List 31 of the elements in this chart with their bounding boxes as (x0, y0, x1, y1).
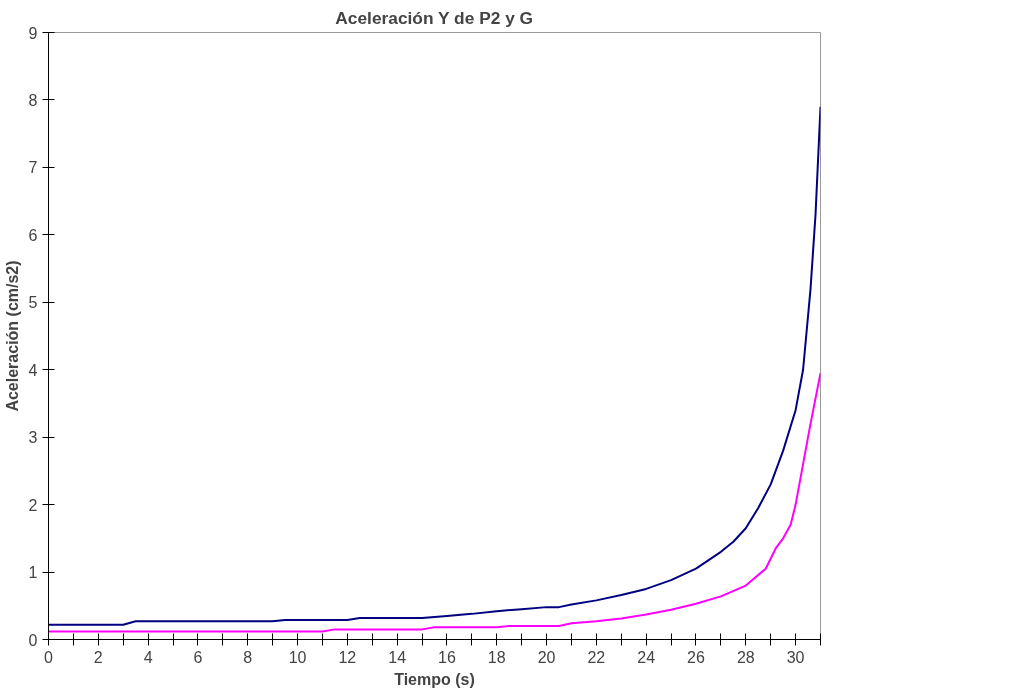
x-tick-label: 14 (388, 648, 407, 666)
y-tick-label: 1 (28, 564, 38, 582)
x-tick-label: 2 (93, 648, 103, 666)
y-tick-label: 3 (28, 429, 38, 447)
y-tick-label: 8 (28, 91, 38, 109)
x-tick-label: 24 (637, 648, 656, 666)
y-tick-label: 2 (28, 496, 38, 514)
y-tick-label: 7 (28, 159, 38, 177)
line-series (48, 372, 821, 633)
x-tick-label: 22 (587, 648, 606, 666)
y-tick-label: 6 (28, 226, 38, 244)
x-tick-label: 12 (338, 648, 357, 666)
x-tick-label: 4 (143, 648, 153, 666)
x-tick-label: 18 (487, 648, 506, 666)
y-tick-label: 5 (28, 294, 38, 312)
chart-title: Aceleración Y de P2 y G (335, 7, 534, 28)
x-tick-label: 20 (537, 648, 556, 666)
x-tick-label: 10 (288, 648, 307, 666)
line-series (48, 105, 821, 626)
y-tick-label: 0 (28, 631, 38, 649)
x-tick-label: 0 (44, 648, 54, 666)
x-tick-label: 28 (736, 648, 755, 666)
x-tick-label: 16 (438, 648, 456, 666)
y-axis-title: Aceleración (cm/s2) (3, 260, 21, 412)
x-tick-label: 6 (193, 648, 203, 666)
x-tick-label: 26 (687, 648, 705, 666)
y-tick-label: 9 (28, 24, 38, 42)
x-tick-label: 8 (243, 648, 253, 666)
y-tick-label: 4 (28, 361, 38, 379)
x-axis-title: Tiempo (s) (394, 670, 475, 688)
x-tick-label: 30 (786, 648, 805, 666)
